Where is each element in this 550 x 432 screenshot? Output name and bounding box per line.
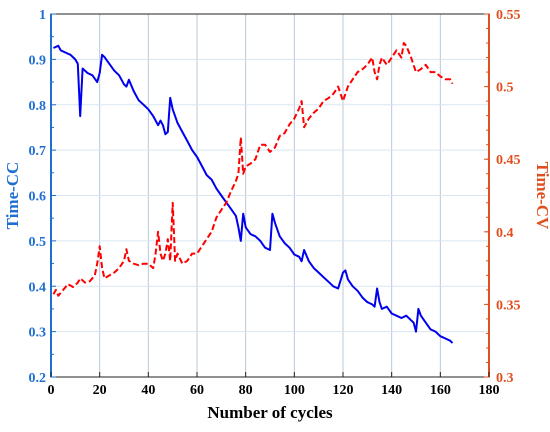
right-tick-label: 0.5 [496, 81, 514, 96]
right-tick-label: 0.55 [496, 8, 521, 23]
right-tick-label: 0.45 [496, 153, 521, 168]
x-tick-label: 40 [141, 383, 155, 398]
x-tick-label: 160 [430, 383, 451, 398]
time-cc-line [52, 44, 454, 344]
left-tick-label: 0.2 [29, 371, 47, 386]
x-axis-title: Number of cycles [207, 403, 333, 422]
time-cv-line [52, 42, 454, 297]
x-tick-label: 100 [284, 383, 305, 398]
left-tick-label: 0.7 [29, 144, 47, 159]
right-tick-label: 0.35 [496, 298, 521, 313]
left-tick-label: 0.6 [29, 190, 47, 205]
x-tick-label: 20 [93, 383, 107, 398]
right-tick-label: 0.4 [496, 226, 514, 241]
left-tick-label: 0.3 [29, 326, 47, 341]
x-tick-label: 180 [479, 383, 500, 398]
left-tick-label: 0.9 [29, 53, 47, 68]
x-tick-label: 120 [333, 383, 354, 398]
left-tick-label: 1 [39, 8, 46, 23]
left-axis-title: Time-CC [3, 162, 22, 230]
x-axis: 0 20 40 60 80 100 120 140 160 180 [48, 372, 500, 398]
series-layer [52, 42, 454, 344]
x-tick-label: 0 [48, 383, 55, 398]
right-axis-title: Time-CV [533, 162, 550, 230]
grid [51, 14, 489, 377]
right-axis: 0.3 0.35 0.4 0.45 0.5 0.55 [484, 8, 521, 386]
x-tick-label: 140 [381, 383, 402, 398]
left-axis: 0.2 0.3 0.4 0.5 0.6 0.7 0.8 0.9 1 [29, 8, 56, 386]
left-tick-label: 0.8 [29, 99, 47, 114]
right-tick-label: 0.3 [496, 371, 514, 386]
x-tick-label: 60 [190, 383, 204, 398]
left-tick-label: 0.5 [29, 235, 47, 250]
x-tick-label: 80 [239, 383, 253, 398]
left-tick-label: 0.4 [29, 280, 47, 295]
